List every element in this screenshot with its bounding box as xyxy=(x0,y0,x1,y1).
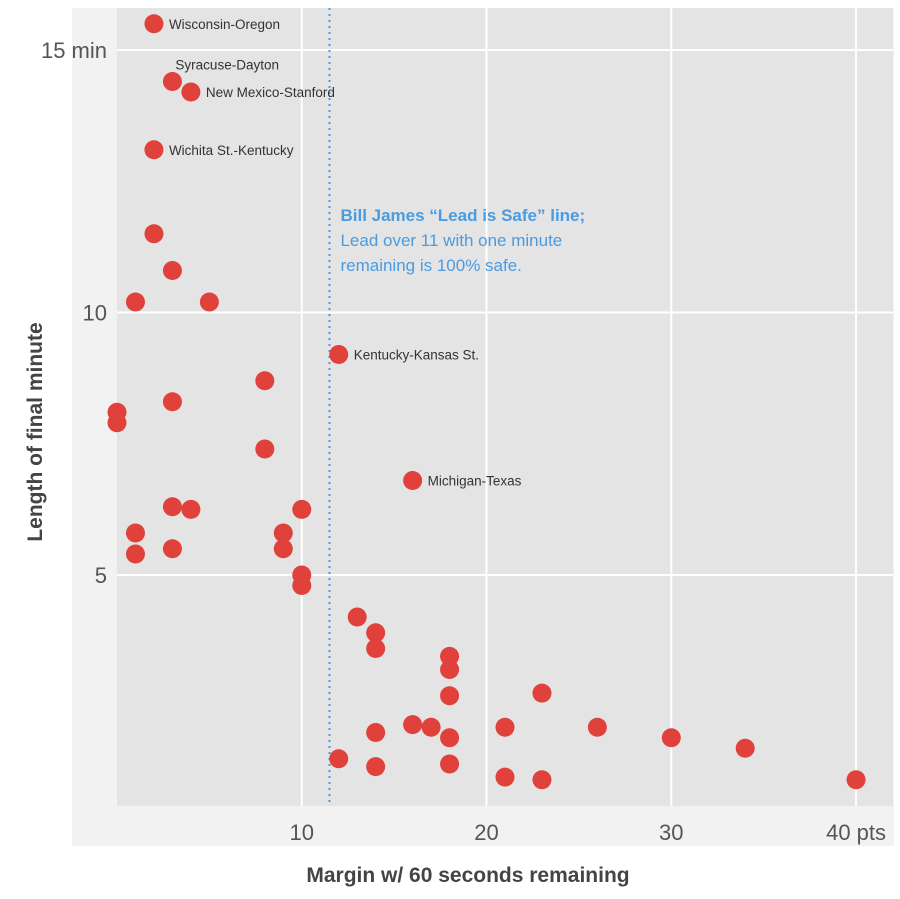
data-point xyxy=(440,646,460,666)
x-tick-label: 20 xyxy=(474,820,498,845)
data-point xyxy=(366,623,386,643)
data-point xyxy=(366,723,386,742)
data-point xyxy=(292,576,312,595)
x-tick-label: 40 pts xyxy=(826,820,886,845)
x-tick-label: 30 xyxy=(659,820,683,845)
data-point-label: Michigan-Texas xyxy=(428,474,522,489)
data-point xyxy=(440,660,460,679)
data-point xyxy=(403,715,423,735)
data-point xyxy=(162,539,182,559)
y-tick-label: 15 min xyxy=(41,38,107,63)
data-point xyxy=(366,757,386,777)
data-point xyxy=(107,413,127,433)
data-point xyxy=(162,497,182,517)
point-labels: Wisconsin-Oregon Syracuse-Dayton New Mexic… xyxy=(169,17,522,489)
data-point xyxy=(255,439,275,459)
data-point-label: New Mexico-Stanford xyxy=(206,85,335,100)
y-axis-title: Length of final minute xyxy=(24,322,47,541)
gridlines xyxy=(117,8,893,806)
data-point xyxy=(144,14,164,34)
data-point xyxy=(440,686,460,706)
data-point xyxy=(162,72,182,91)
data-point-label: Syracuse-Dayton xyxy=(175,58,279,73)
data-points xyxy=(107,14,866,790)
data-point-label: Wichita St.-Kentucky xyxy=(169,143,294,158)
data-point xyxy=(421,717,441,737)
data-point xyxy=(273,539,293,559)
data-point xyxy=(144,140,164,160)
data-point xyxy=(125,544,145,564)
reference-line-note: remaining is 100% safe. xyxy=(340,256,521,275)
x-tick-label: 10 xyxy=(290,820,314,845)
data-point xyxy=(144,224,164,244)
y-tick-label: 10 xyxy=(83,301,107,326)
plot-area xyxy=(117,8,893,806)
data-point xyxy=(273,523,293,543)
data-point xyxy=(403,471,423,490)
data-point xyxy=(661,728,681,748)
data-point-label: Kentucky-Kansas St. xyxy=(354,348,479,363)
data-point-label: Wisconsin-Oregon xyxy=(169,17,280,32)
data-point xyxy=(347,607,367,627)
x-axis-title: Margin w/ 60 seconds remaining xyxy=(306,864,629,887)
data-point xyxy=(495,717,515,737)
data-point xyxy=(125,523,145,543)
data-point xyxy=(162,392,182,412)
reference-line-title: Bill James “Lead is Safe” line; xyxy=(340,206,585,225)
data-point xyxy=(587,717,607,737)
data-point xyxy=(329,749,349,769)
data-point xyxy=(255,371,275,391)
data-point xyxy=(440,728,460,748)
y-tick-label: 5 xyxy=(95,563,107,588)
data-point xyxy=(125,292,145,312)
data-point xyxy=(199,292,219,312)
data-point xyxy=(440,754,460,774)
data-point xyxy=(532,770,552,790)
data-point xyxy=(181,82,201,102)
data-point xyxy=(495,767,515,787)
data-point xyxy=(735,738,755,758)
reference-line-note: Lead over 11 with one minute xyxy=(340,231,562,250)
data-point xyxy=(329,345,349,364)
data-point xyxy=(532,683,552,703)
data-point xyxy=(292,499,312,519)
y-tick-labels: 5 10 15 min xyxy=(41,38,107,588)
x-tick-labels: 10 20 30 40 pts xyxy=(290,820,886,845)
data-point xyxy=(366,639,386,658)
data-point xyxy=(846,770,866,790)
reference-line-group: Bill James “Lead is Safe” line; Lead over… xyxy=(328,8,585,806)
data-point xyxy=(181,499,201,519)
data-point xyxy=(162,261,182,280)
